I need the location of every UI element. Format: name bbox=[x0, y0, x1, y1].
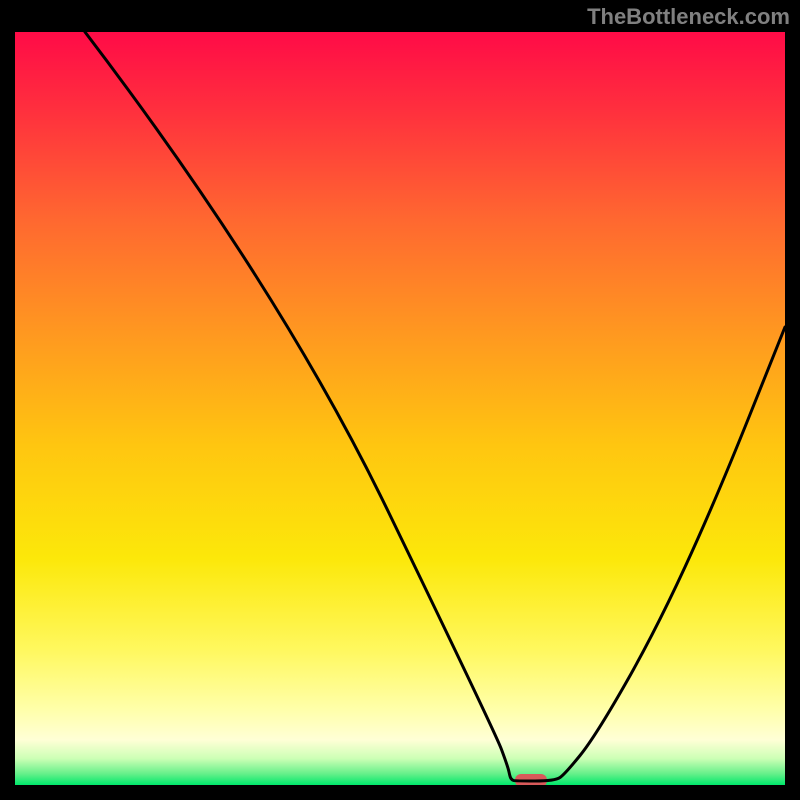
gradient-background bbox=[15, 32, 785, 785]
chart-container: TheBottleneck.com bbox=[0, 0, 800, 800]
plot-area bbox=[15, 32, 785, 785]
watermark-text: TheBottleneck.com bbox=[587, 4, 790, 30]
plot-svg bbox=[15, 32, 785, 785]
